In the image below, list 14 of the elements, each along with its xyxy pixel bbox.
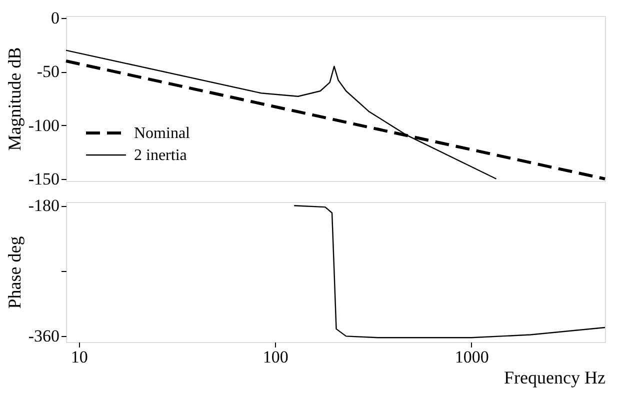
x-tick-label: 1000 — [454, 348, 489, 366]
legend-label: 2 inertia — [134, 147, 187, 164]
y-tick-label: -150 — [28, 169, 60, 188]
y-axis-title: Phase deg — [4, 236, 24, 309]
x-axis-title: Frequency Hz — [504, 368, 606, 388]
y-tick-label: -100 — [28, 116, 60, 135]
y-tick-label: -360 — [28, 326, 60, 346]
y-axis-title: Magnitude dB — [4, 47, 24, 151]
y-tick-label: -50 — [36, 62, 60, 82]
y-tick-label: -180 — [28, 196, 60, 216]
x-tick-label: 10 — [70, 348, 88, 366]
x-tick-label: 100 — [262, 348, 288, 366]
y-tick-label: 0 — [51, 8, 60, 28]
legend-label: Nominal — [134, 125, 191, 142]
